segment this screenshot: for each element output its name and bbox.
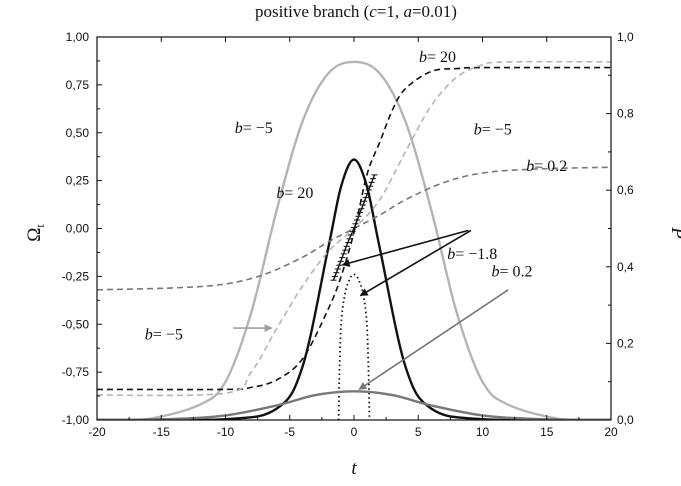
y-tick-label: 0,00 — [66, 222, 90, 236]
x-tick-label: 10 — [476, 425, 490, 439]
title-a-var: a — [403, 2, 412, 21]
plot-area: b= −5b= 20b= −5b= 0.2b= 20b= −1.8b= 0.2b… — [97, 49, 611, 420]
series-3-line — [97, 390, 611, 420]
series-2-line — [337, 273, 371, 420]
y-axis-left: -1,00 -0,75 -0,50 -0,25 0,00 0,25 0,50 0,75 1,00 — [62, 30, 102, 427]
y-axis-right: 0,0 0,2 0,4 0,6 0,8 1,0 — [606, 30, 634, 427]
title-c-var: c — [369, 2, 377, 21]
y2-tick-label: 0,4 — [617, 260, 634, 274]
annotation-b-neg5-dashed: b= −5 — [474, 122, 512, 139]
x-tick-label: -15 — [153, 425, 171, 439]
series-0-line — [97, 60, 611, 420]
series-7-line — [332, 174, 376, 281]
y-axis-title-sub: t — [33, 224, 47, 228]
y-tick-label: 0,75 — [66, 78, 90, 92]
x-tick-label: -20 — [88, 425, 106, 439]
x-tick-label: 15 — [540, 425, 554, 439]
x-tick-label: 20 — [604, 425, 618, 439]
y2-tick-label: 0,6 — [617, 183, 634, 197]
annotation-layer: b= −5b= 20b= −5b= 0.2b= 20b= −1.8b= 0.2b… — [145, 49, 567, 344]
x-axis: -20 -15 -10 -5 0 5 10 15 20 — [88, 37, 618, 439]
y2-tick-label: 0,8 — [617, 107, 634, 121]
annotation-b-02-solid: b= 0.2 — [492, 263, 533, 280]
y-axis-title: Ωt — [24, 224, 47, 242]
y-tick-label: -0,25 — [62, 269, 90, 283]
arrow-b-neg18-2 — [359, 229, 472, 297]
y2-tick-label: 0,2 — [617, 336, 634, 350]
arrow-b-02 — [358, 289, 509, 391]
arrow-layer — [233, 229, 509, 391]
title-prefix: positive branch ( — [255, 2, 370, 21]
x-axis-title: t — [351, 458, 357, 479]
chart-title: positive branch (c=1, a=0.01) — [255, 2, 457, 21]
series-5-line — [97, 60, 611, 397]
x-tick-label: 5 — [415, 425, 422, 439]
arrow-b-neg18-1 — [341, 229, 469, 267]
annotation-b-20-solid: b= 20 — [276, 185, 313, 202]
y2-tick-label: 0,0 — [617, 413, 634, 427]
series-layer — [97, 60, 611, 420]
title-c-val: =1, — [377, 2, 404, 21]
annotation-b-20-top: b= 20 — [419, 49, 456, 66]
y2-axis-title: P — [667, 226, 681, 239]
y-axis-title-main: Ω — [24, 228, 45, 242]
y-tick-label: -0,75 — [62, 365, 90, 379]
title-a-val: =0.01) — [412, 2, 457, 21]
series-4-line — [97, 66, 611, 391]
series-1-line — [97, 158, 611, 420]
y-tick-label: 1,00 — [66, 30, 90, 44]
y-tick-label: 0,50 — [66, 126, 90, 140]
y-tick-label: -1,00 — [62, 413, 90, 427]
y2-tick-label: 1,0 — [617, 30, 634, 44]
x-tick-label: -10 — [217, 425, 235, 439]
x-tick-label: 0 — [351, 425, 358, 439]
annotation-b-neg5-bottom: b= −5 — [145, 327, 183, 344]
x-tick-label: -5 — [284, 425, 295, 439]
annotation-b-neg5-solid: b= −5 — [235, 120, 273, 137]
annotation-b-02-dashed: b= 0.2 — [526, 158, 567, 175]
annotation-b-neg18: b= −1.8 — [447, 246, 497, 263]
series-6-line — [97, 166, 611, 291]
y-tick-label: -0,50 — [62, 317, 90, 331]
y-tick-label: 0,25 — [66, 174, 90, 188]
